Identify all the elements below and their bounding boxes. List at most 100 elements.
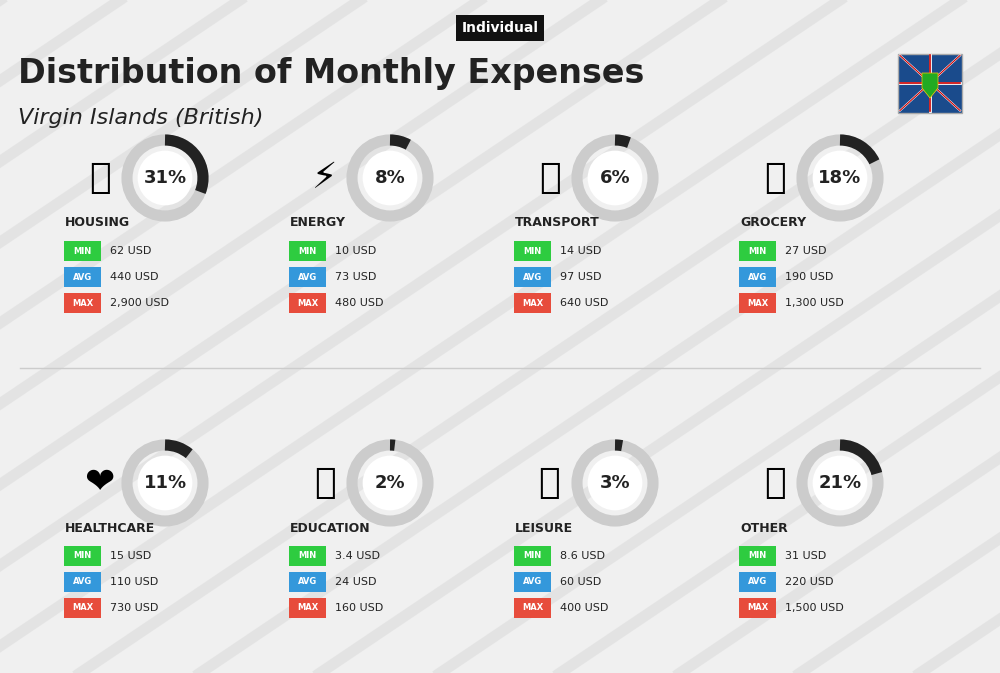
Text: 220 USD: 220 USD <box>785 577 833 587</box>
Text: 8%: 8% <box>375 169 405 187</box>
Text: MIN: MIN <box>748 246 767 256</box>
Text: 🏢: 🏢 <box>89 161 111 195</box>
Text: 14 USD: 14 USD <box>560 246 601 256</box>
Circle shape <box>138 456 192 510</box>
Text: 3.4 USD: 3.4 USD <box>335 551 380 561</box>
Text: 27 USD: 27 USD <box>785 246 826 256</box>
Text: 640 USD: 640 USD <box>560 298 608 308</box>
FancyBboxPatch shape <box>289 241 326 261</box>
Text: 480 USD: 480 USD <box>335 298 384 308</box>
Text: AVG: AVG <box>523 577 542 586</box>
Text: MAX: MAX <box>297 299 318 308</box>
Text: HEALTHCARE: HEALTHCARE <box>65 522 155 534</box>
Text: AVG: AVG <box>298 273 317 281</box>
FancyBboxPatch shape <box>289 267 326 287</box>
Text: 62 USD: 62 USD <box>110 246 151 256</box>
Circle shape <box>363 456 417 510</box>
FancyBboxPatch shape <box>739 546 776 566</box>
FancyBboxPatch shape <box>64 267 101 287</box>
Text: MAX: MAX <box>297 604 318 612</box>
Text: 21%: 21% <box>818 474 862 492</box>
Text: 💰: 💰 <box>764 466 786 500</box>
Text: TRANSPORT: TRANSPORT <box>515 217 600 229</box>
Text: AVG: AVG <box>523 273 542 281</box>
Text: 110 USD: 110 USD <box>110 577 158 587</box>
Text: MIN: MIN <box>298 246 317 256</box>
FancyBboxPatch shape <box>64 241 101 261</box>
Text: 11%: 11% <box>143 474 187 492</box>
Text: 🎓: 🎓 <box>314 466 336 500</box>
Text: MIN: MIN <box>523 246 542 256</box>
FancyBboxPatch shape <box>514 293 551 313</box>
Polygon shape <box>922 73 938 98</box>
FancyBboxPatch shape <box>64 293 101 313</box>
Text: 8.6 USD: 8.6 USD <box>560 551 605 561</box>
Text: 🛍️: 🛍️ <box>539 466 561 500</box>
FancyBboxPatch shape <box>898 53 962 112</box>
Text: MIN: MIN <box>748 551 767 561</box>
Text: LEISURE: LEISURE <box>515 522 573 534</box>
FancyBboxPatch shape <box>289 546 326 566</box>
FancyBboxPatch shape <box>64 598 101 618</box>
Text: OTHER: OTHER <box>740 522 788 534</box>
Text: 3%: 3% <box>600 474 630 492</box>
Text: ⚡: ⚡ <box>312 161 338 195</box>
Text: ENERGY: ENERGY <box>290 217 346 229</box>
Circle shape <box>813 151 867 205</box>
Text: 97 USD: 97 USD <box>560 272 601 282</box>
Text: 🚌: 🚌 <box>539 161 561 195</box>
Text: MAX: MAX <box>747 604 768 612</box>
Text: 6%: 6% <box>600 169 630 187</box>
Circle shape <box>588 456 642 510</box>
Text: MIN: MIN <box>73 551 92 561</box>
Text: MIN: MIN <box>298 551 317 561</box>
Text: 1,300 USD: 1,300 USD <box>785 298 844 308</box>
Text: 18%: 18% <box>818 169 862 187</box>
Text: MAX: MAX <box>747 299 768 308</box>
Text: 730 USD: 730 USD <box>110 603 158 613</box>
Text: 2%: 2% <box>375 474 405 492</box>
Text: 31 USD: 31 USD <box>785 551 826 561</box>
Text: 60 USD: 60 USD <box>560 577 601 587</box>
Text: Distribution of Monthly Expenses: Distribution of Monthly Expenses <box>18 57 644 90</box>
Text: 1,500 USD: 1,500 USD <box>785 603 844 613</box>
FancyBboxPatch shape <box>739 293 776 313</box>
FancyBboxPatch shape <box>739 572 776 592</box>
FancyBboxPatch shape <box>289 598 326 618</box>
Circle shape <box>363 151 417 205</box>
Text: AVG: AVG <box>748 273 767 281</box>
FancyBboxPatch shape <box>289 293 326 313</box>
Text: 400 USD: 400 USD <box>560 603 608 613</box>
Text: MAX: MAX <box>72 604 93 612</box>
Circle shape <box>588 151 642 205</box>
FancyBboxPatch shape <box>64 572 101 592</box>
Text: Individual: Individual <box>462 21 538 35</box>
FancyBboxPatch shape <box>514 241 551 261</box>
Text: 24 USD: 24 USD <box>335 577 376 587</box>
FancyBboxPatch shape <box>739 241 776 261</box>
Text: MIN: MIN <box>73 246 92 256</box>
FancyBboxPatch shape <box>514 598 551 618</box>
Text: 73 USD: 73 USD <box>335 272 376 282</box>
FancyBboxPatch shape <box>289 572 326 592</box>
Text: AVG: AVG <box>748 577 767 586</box>
Text: ❤️: ❤️ <box>85 466 115 500</box>
FancyBboxPatch shape <box>739 267 776 287</box>
Text: HOUSING: HOUSING <box>65 217 130 229</box>
Text: 15 USD: 15 USD <box>110 551 151 561</box>
FancyBboxPatch shape <box>64 546 101 566</box>
Text: MIN: MIN <box>523 551 542 561</box>
Text: EDUCATION: EDUCATION <box>290 522 371 534</box>
Text: AVG: AVG <box>73 273 92 281</box>
Text: 190 USD: 190 USD <box>785 272 833 282</box>
FancyBboxPatch shape <box>739 598 776 618</box>
Text: Virgin Islands (British): Virgin Islands (British) <box>18 108 263 128</box>
Text: MAX: MAX <box>72 299 93 308</box>
Text: MAX: MAX <box>522 299 543 308</box>
FancyBboxPatch shape <box>514 267 551 287</box>
Text: 31%: 31% <box>143 169 187 187</box>
Circle shape <box>813 456 867 510</box>
Text: 440 USD: 440 USD <box>110 272 158 282</box>
Text: 160 USD: 160 USD <box>335 603 383 613</box>
Text: GROCERY: GROCERY <box>740 217 806 229</box>
